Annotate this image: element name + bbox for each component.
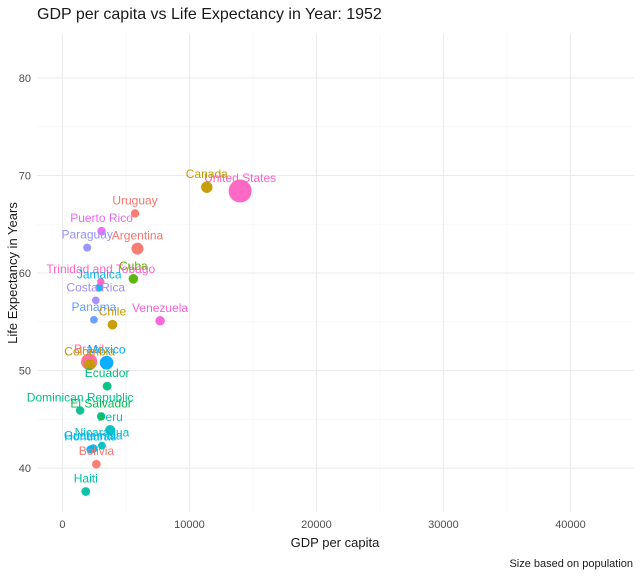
y-tick-label: 40 xyxy=(19,463,31,475)
data-label: Argentina xyxy=(112,229,164,243)
data-label: Costa Rica xyxy=(66,280,125,294)
data-label: Cuba xyxy=(119,259,148,273)
data-point xyxy=(90,315,98,324)
y-tick-label: 80 xyxy=(19,73,31,85)
y-tick-label: 50 xyxy=(19,366,31,378)
y-axis-title: Life Expectancy in Years xyxy=(5,202,20,344)
data-point xyxy=(95,283,104,292)
data-label: Puerto Rico xyxy=(70,211,133,225)
data-label: Jamaica xyxy=(77,268,122,282)
data-label: Chile xyxy=(99,305,127,319)
data-point xyxy=(97,278,105,286)
data-label: Mexico xyxy=(88,343,126,357)
data-point xyxy=(91,296,100,305)
y-tick-label: 70 xyxy=(19,170,31,182)
x-axis-ticks: 0 10000 20000 30000 40000 xyxy=(59,519,585,531)
data-point xyxy=(107,319,118,330)
data-label: Honduras xyxy=(64,430,116,444)
data-label: Nicaragua xyxy=(75,426,130,440)
x-tick-label: 0 xyxy=(59,519,65,531)
data-point xyxy=(131,242,144,255)
y-tick-label: 60 xyxy=(19,268,31,280)
data-label: Brazil xyxy=(74,342,104,356)
data-point xyxy=(84,359,96,371)
data-point xyxy=(81,487,91,496)
x-axis-title: GDP per capita xyxy=(291,535,380,550)
data-point xyxy=(102,381,112,391)
data-label: Trinidad and Tobago xyxy=(46,262,155,276)
data-label: Panama xyxy=(72,300,117,314)
data-label: Colombia xyxy=(64,345,115,359)
chart-caption: Size based on population xyxy=(509,558,633,570)
data-point xyxy=(155,316,165,326)
data-label: Uruguay xyxy=(112,193,157,207)
y-axis-ticks: 40 50 60 70 80 xyxy=(19,73,31,475)
data-point xyxy=(83,243,92,252)
data-label: Peru xyxy=(97,410,122,424)
data-label: Venezuela xyxy=(132,301,188,315)
data-label: United States xyxy=(204,171,276,185)
data-label: Canada xyxy=(186,167,228,181)
data-label: El Salvador xyxy=(70,396,131,410)
data-points xyxy=(75,179,252,496)
data-point xyxy=(228,179,252,203)
data-point xyxy=(128,274,139,284)
x-tick-label: 30000 xyxy=(428,519,459,531)
data-point xyxy=(96,412,106,421)
data-point xyxy=(86,445,95,454)
x-tick-label: 10000 xyxy=(174,519,205,531)
data-point xyxy=(105,424,116,436)
data-point xyxy=(75,406,85,415)
x-tick-label: 20000 xyxy=(301,519,332,531)
data-label: Paraguay xyxy=(62,228,113,242)
data-point xyxy=(99,355,114,370)
chart-title: GDP per capita vs Life Expectancy in Yea… xyxy=(37,6,382,23)
data-point xyxy=(92,459,101,469)
data-point xyxy=(201,181,213,193)
data-point xyxy=(98,441,106,450)
data-label: Haiti xyxy=(74,472,98,486)
x-tick-label: 40000 xyxy=(555,519,586,531)
data-label: Ecuador xyxy=(85,366,130,380)
data-label: Guatemala xyxy=(64,429,123,443)
data-label: Dominican Republic xyxy=(27,391,134,405)
grid xyxy=(37,34,634,512)
data-label: Bolivia xyxy=(79,444,115,458)
data-point xyxy=(97,226,106,236)
data-point xyxy=(130,209,140,218)
